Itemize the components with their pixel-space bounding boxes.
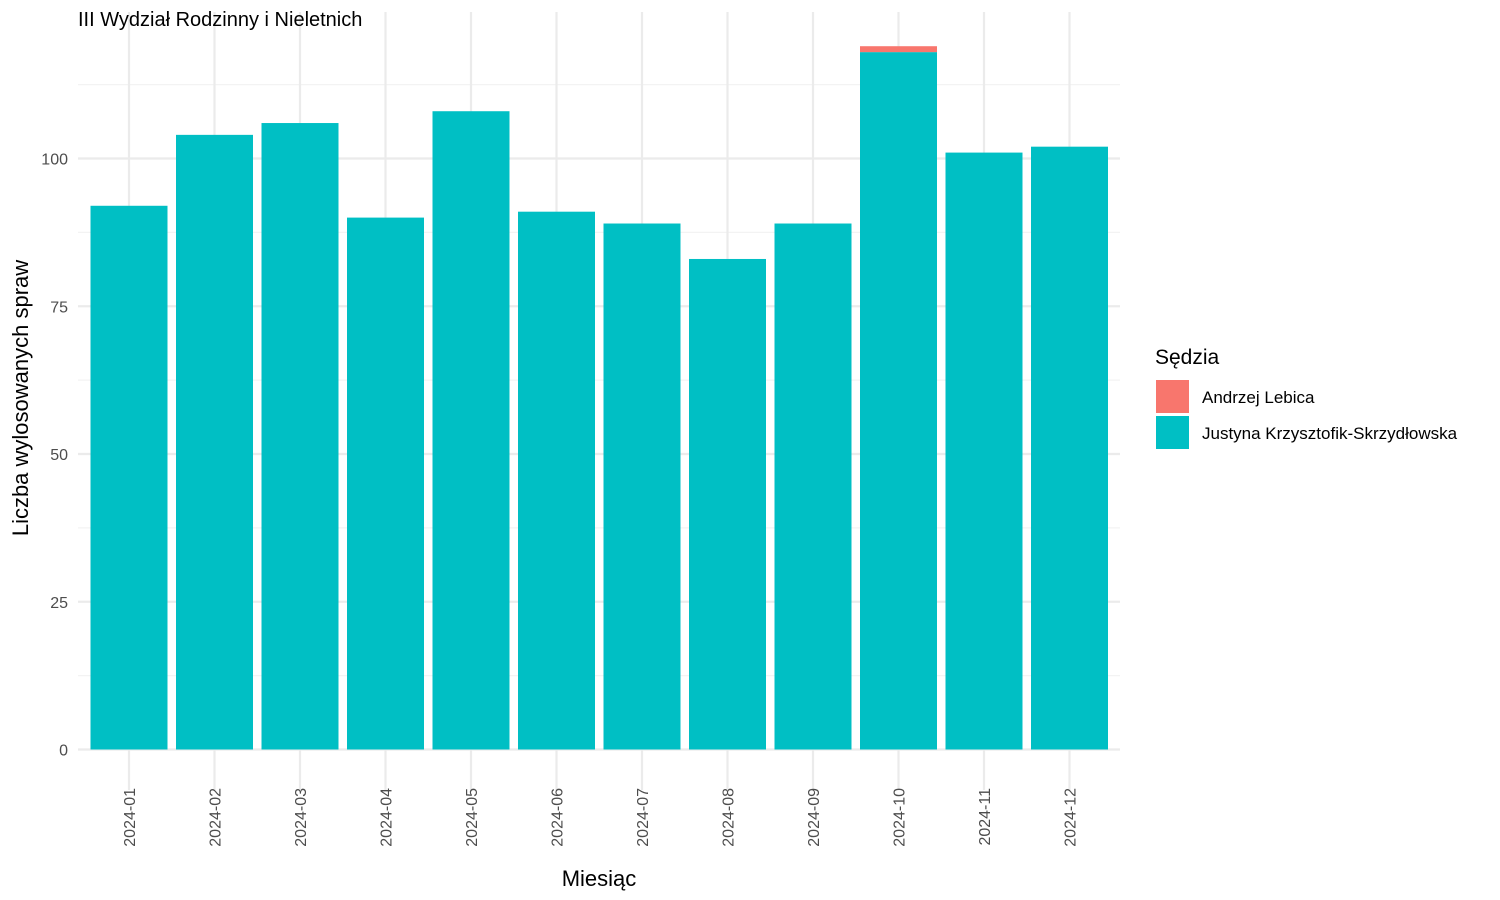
legend-swatch-justyna-krzysztofik-skrzyd-owska [1156, 416, 1189, 449]
bar-justyna-krzysztofik-skrzyd-owska-2024-08 [689, 258, 766, 750]
x-tick-label: 2024-05 [464, 788, 481, 847]
bar-justyna-krzysztofik-skrzyd-owska-2024-05 [432, 111, 510, 750]
bar-justyna-krzysztofik-skrzyd-owska-2024-09 [774, 223, 852, 750]
x-tick-label: 2024-07 [635, 788, 652, 847]
bar-justyna-krzysztofik-skrzyd-owska-2024-03 [261, 123, 339, 750]
y-tick-label: 75 [50, 299, 68, 316]
bar-justyna-krzysztofik-skrzyd-owska-2024-07 [603, 223, 681, 750]
x-tick-label: 2024-06 [550, 788, 567, 847]
bar-justyna-krzysztofik-skrzyd-owska-2024-06 [518, 211, 595, 750]
bars [90, 46, 1108, 750]
bar-justyna-krzysztofik-skrzyd-owska-2024-02 [176, 134, 253, 750]
legend-swatch-andrzej-lebica [1156, 380, 1189, 413]
x-axis-title: Miesiąc [562, 866, 637, 891]
bar-justyna-krzysztofik-skrzyd-owska-2024-10 [860, 52, 937, 750]
y-axis-title: Liczba wylosowanych spraw [8, 260, 33, 536]
x-tick-label: 2024-10 [892, 788, 909, 847]
y-tick-label: 50 [50, 447, 68, 464]
y-tick-label: 25 [50, 595, 68, 612]
bar-justyna-krzysztofik-skrzyd-owska-2024-12 [1031, 146, 1108, 750]
legend-label-justyna-krzysztofik-skrzyd-owska: Justyna Krzysztofik-Skrzydłowska [1202, 424, 1458, 443]
y-axis-ticks: 0 25 50 75 100 [41, 152, 68, 760]
chart-title: III Wydział Rodzinny i Nieletnich [78, 9, 362, 31]
legend-label-andrzej-lebica: Andrzej Lebica [1202, 388, 1315, 407]
bar-andrzej-lebica-2024-10 [860, 46, 937, 53]
bar-justyna-krzysztofik-skrzyd-owska-2024-01 [90, 205, 168, 750]
legend-title: Sędzia [1155, 346, 1220, 369]
bar-justyna-krzysztofik-skrzyd-owska-2024-11 [945, 152, 1023, 750]
x-tick-label: 2024-02 [208, 788, 225, 847]
x-tick-label: 2024-12 [1063, 788, 1080, 847]
legend: Sędzia Andrzej Lebica Justyna Krzysztofik… [1155, 346, 1458, 449]
x-tick-label: 2024-04 [379, 788, 396, 847]
y-tick-label: 0 [59, 743, 68, 760]
x-tick-label: 2024-03 [293, 788, 310, 847]
legend-items: Andrzej Lebica Justyna Krzysztofik-Skrzyd… [1156, 380, 1458, 449]
x-tick-label: 2024-08 [721, 788, 738, 847]
x-axis-ticks: 2024-01 2024-02 2024-03 2024-04 2024-05 2024-… [122, 788, 1080, 847]
y-tick-label: 100 [41, 152, 68, 169]
x-tick-label: 2024-11 [977, 788, 994, 846]
bar-justyna-krzysztofik-skrzyd-owska-2024-04 [347, 217, 424, 750]
x-tick-label: 2024-09 [806, 788, 823, 847]
x-tick-label: 2024-01 [122, 788, 139, 847]
